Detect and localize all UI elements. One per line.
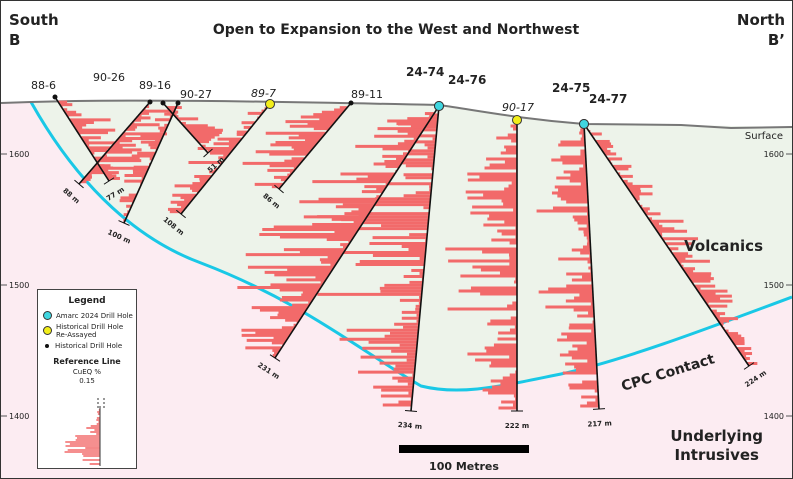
drill-trace — [180, 103, 271, 215]
drill-trace — [583, 123, 750, 367]
historical-hole-icon — [45, 344, 49, 348]
hole-name-label: 90-17 — [502, 101, 534, 114]
hole-name-label: 24-74 — [406, 65, 444, 79]
reference-unit: CuEQ % — [72, 368, 102, 376]
grade-histograms — [58, 100, 758, 410]
elev-1400-left: 1400 — [9, 412, 29, 421]
drill-trace — [274, 105, 440, 359]
volcanics-label: Volcanics — [684, 237, 763, 255]
hole-end-tick — [269, 354, 281, 362]
hole-name-label: 90-27 — [180, 88, 212, 101]
historical-collar-icon[interactable] — [175, 100, 181, 106]
drill-trace — [162, 102, 209, 154]
reassayed-collar-icon[interactable] — [265, 99, 275, 109]
surface-line — [1, 99, 792, 130]
hole-name-label: 24-77 — [589, 92, 627, 106]
historical-collar-icon[interactable] — [147, 99, 153, 105]
drill-trace — [583, 123, 600, 410]
drill-trace — [54, 96, 110, 182]
intrusives-label-1: Underlying — [670, 427, 763, 445]
hole-end-tick — [404, 409, 418, 413]
b-prime-label: B’ — [768, 31, 785, 49]
hole-name-label: 88-6 — [31, 79, 56, 92]
amarc-hole-icon — [43, 311, 52, 320]
intrusives-label-2: Intrusives — [675, 446, 760, 464]
reference-histogram — [64, 398, 105, 466]
hole-end-tick — [176, 209, 186, 219]
b-label: B — [9, 31, 20, 49]
drill-trace — [78, 101, 151, 185]
hole-name-label: 89-11 — [351, 88, 383, 101]
hole-name-label: 89-7 — [251, 87, 276, 100]
legend-item-reassayed: Historical Drill Hole Re-Assayed — [56, 323, 124, 339]
south-label: South — [9, 11, 59, 29]
hole-end-tick — [103, 177, 115, 185]
hole-depth-label: 234 m — [397, 421, 422, 431]
hole-depth-label: 222 m — [505, 422, 529, 430]
drill-trace — [278, 102, 352, 190]
historical-collar-icon[interactable] — [160, 100, 166, 106]
elev-1600-right: 1600 — [764, 150, 784, 159]
elevation-ticks-left: 1600 1500 1400 — [1, 150, 29, 421]
reference-value: 0.15 — [79, 377, 95, 385]
north-label: North — [737, 11, 785, 29]
hole-name-label: 90-26 — [93, 71, 125, 84]
surface-label: Surface — [745, 131, 783, 142]
elevation-ticks-right: 1600 1500 1400 — [764, 150, 792, 421]
amarc-collar-icon[interactable] — [579, 119, 589, 129]
scale-bar-label: 100 Metres — [429, 460, 499, 473]
hole-end-tick — [274, 184, 284, 194]
drill-trace — [410, 105, 440, 412]
historical-collar-icon[interactable] — [52, 94, 58, 100]
legend-item-amarc: Amarc 2024 Drill Hole — [56, 311, 133, 320]
elev-1600-left: 1600 — [9, 150, 29, 159]
reassayed-hole-icon — [43, 326, 52, 335]
hole-name-label: 89-16 — [139, 79, 171, 92]
hole-end-tick — [203, 148, 213, 158]
hole-end-tick — [592, 408, 606, 410]
elev-1400-right: 1400 — [764, 412, 784, 421]
legend: Legend Amarc 2024 Drill Hole Historical … — [37, 289, 137, 469]
historical-collar-icon[interactable] — [348, 100, 354, 106]
reassayed-collar-icon[interactable] — [512, 115, 522, 125]
scale-bar — [399, 445, 529, 453]
hole-end-tick — [743, 362, 755, 370]
section-title: Open to Expansion to the West and Northw… — [213, 22, 580, 38]
legend-title: Legend — [68, 296, 106, 306]
drill-trace — [123, 102, 179, 224]
hole-end-tick — [118, 220, 130, 226]
hole-name-label: 24-75 — [552, 81, 590, 95]
amarc-collar-icon[interactable] — [434, 101, 444, 111]
elev-1500-right: 1500 — [764, 281, 784, 290]
hole-name-label: 24-76 — [448, 73, 486, 87]
hole-end-tick — [74, 179, 84, 189]
legend-item-historical: Historical Drill Hole — [55, 342, 123, 350]
reference-title: Reference Line — [53, 357, 121, 366]
hole-depth-label: 217 m — [587, 419, 612, 428]
elev-1500-left: 1500 — [9, 281, 29, 290]
